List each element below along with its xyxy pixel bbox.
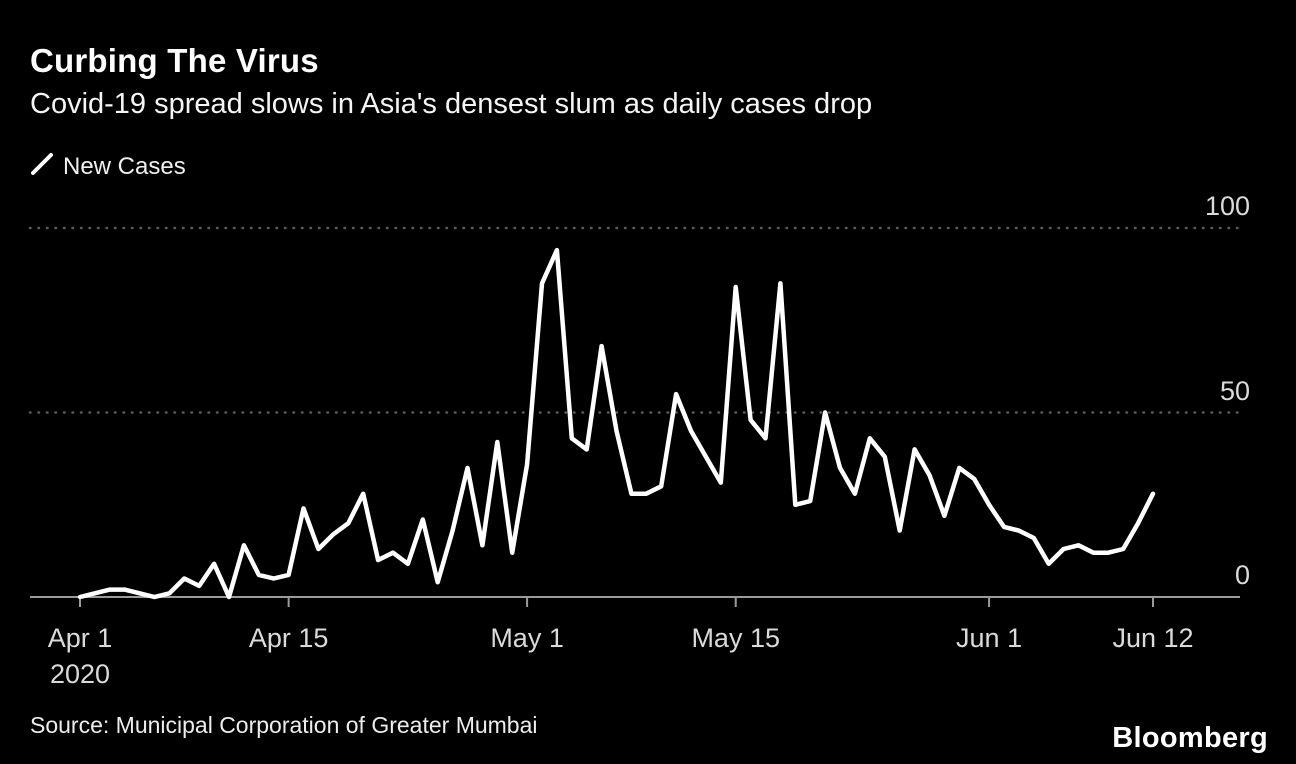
x-axis-label-text: May 15 (691, 623, 780, 653)
y-axis-label-0: 0 (1234, 560, 1250, 590)
x-axis-label-text: Jun 12 (1112, 623, 1194, 653)
y-axis-label-100: 100 (1204, 191, 1250, 221)
chart-title: Curbing The Virus (30, 42, 319, 79)
bloomberg-logo: Bloomberg (1112, 722, 1268, 754)
x-axis-label: Apr 1 2020 (48, 620, 113, 693)
x-axis-label: Jun 1 (956, 620, 1022, 656)
x-axis-label: Apr 15 (249, 620, 329, 656)
x-axis-year-label: 2020 (49, 659, 111, 690)
x-axis-label: May 1 (490, 620, 564, 656)
new-cases-line-icon (30, 152, 54, 181)
x-axis-label-text: Apr 15 (248, 623, 329, 653)
legend-label-new-cases: New Cases (63, 152, 186, 180)
x-axis-label-text: Apr 1 (47, 623, 113, 653)
x-axis-label: Jun 12 (1112, 620, 1193, 656)
x-axis-label-text: May 1 (490, 623, 564, 653)
legend: New Cases (30, 152, 186, 181)
y-axis-label-50: 50 (1219, 375, 1250, 406)
chart-subtitle: Covid-19 spread slows in Asia's densest … (30, 88, 873, 120)
x-axis-label-text: Jun 1 (956, 623, 1023, 653)
source-note: Source: Municipal Corporation of Greater… (30, 712, 538, 738)
new-cases-series-line (77, 247, 1156, 600)
x-axis-label: May 15 (691, 620, 780, 656)
